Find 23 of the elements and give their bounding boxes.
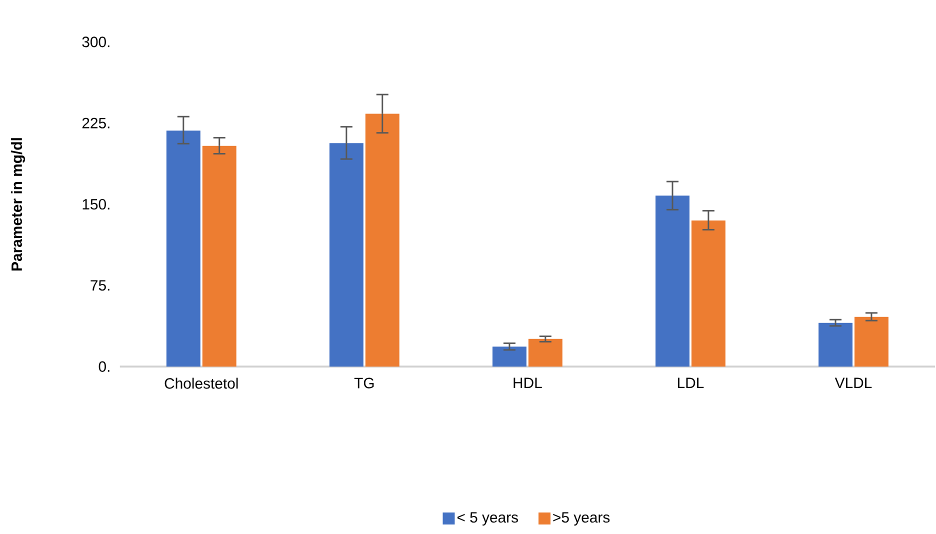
y-tick-label: 150.: [82, 198, 110, 210]
bar: [166, 130, 200, 366]
y-tick-label: 0.: [98, 361, 110, 372]
y-tick-label: 75.: [90, 280, 110, 290]
x-tick-label: TG: [354, 378, 374, 388]
y-tick-label: 225.: [82, 118, 110, 128]
bar: [818, 322, 853, 366]
bar: [365, 114, 400, 366]
bar: [656, 195, 690, 366]
x-tick-label: Cholestetol: [164, 378, 238, 389]
legend-label: < 5 years: [457, 512, 518, 526]
bar: [854, 316, 888, 366]
bar: [528, 338, 562, 366]
x-tick-label: HDL: [514, 378, 542, 388]
x-tick-label: LDL: [678, 378, 704, 388]
y-axis-title: Parameter in mg/dl: [11, 138, 26, 270]
legend-label: >5 years: [553, 512, 610, 526]
bar: [202, 146, 236, 366]
bar: [329, 142, 364, 366]
bar: [691, 220, 726, 366]
bar: [492, 346, 526, 366]
x-tick-label: VLDL: [834, 378, 872, 388]
y-tick-label: 300.: [82, 36, 110, 48]
